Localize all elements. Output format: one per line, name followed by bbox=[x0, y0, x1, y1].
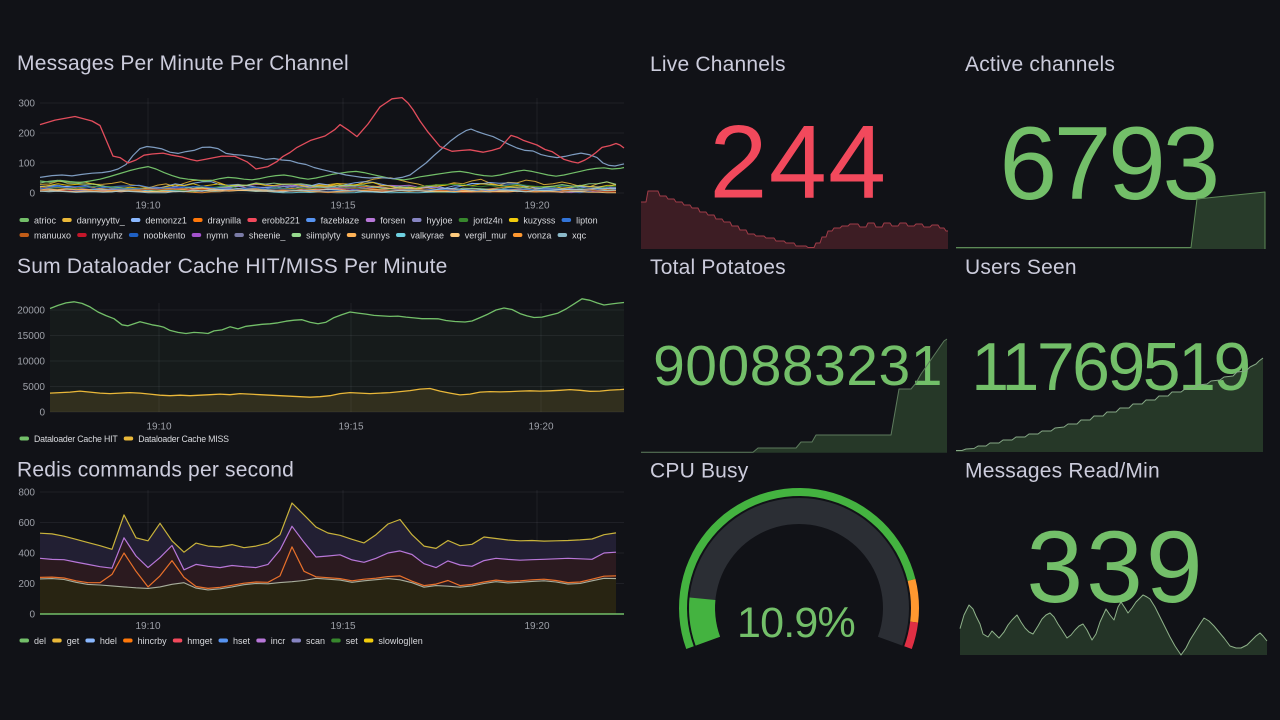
svg-text:vergil_mur: vergil_mur bbox=[465, 230, 507, 240]
svg-text:noobkento: noobkento bbox=[143, 230, 185, 240]
svg-text:Redis commands per second: Redis commands per second bbox=[17, 459, 294, 482]
svg-text:15000: 15000 bbox=[17, 331, 45, 342]
svg-text:Active channels: Active channels bbox=[965, 53, 1115, 76]
svg-text:300: 300 bbox=[18, 99, 35, 110]
svg-text:del: del bbox=[34, 636, 46, 646]
svg-text:fazeblaze: fazeblaze bbox=[321, 215, 360, 225]
svg-text:sunnys: sunnys bbox=[361, 230, 390, 240]
svg-text:vonza: vonza bbox=[527, 230, 551, 240]
svg-text:19:10: 19:10 bbox=[135, 201, 160, 212]
svg-text:19:10: 19:10 bbox=[135, 621, 160, 632]
svg-text:jordz4n: jordz4n bbox=[472, 215, 503, 225]
svg-text:hdel: hdel bbox=[100, 636, 117, 646]
svg-text:200: 200 bbox=[18, 129, 35, 140]
svg-text:600: 600 bbox=[18, 518, 35, 529]
svg-text:Total Potatoes: Total Potatoes bbox=[650, 256, 786, 279]
svg-text:19:15: 19:15 bbox=[338, 422, 363, 433]
svg-text:scan: scan bbox=[306, 636, 325, 646]
svg-text:11769519: 11769519 bbox=[971, 329, 1249, 405]
svg-text:nymn: nymn bbox=[206, 230, 228, 240]
svg-text:kuzysss: kuzysss bbox=[523, 215, 556, 225]
svg-text:slowlog|len: slowlog|len bbox=[378, 636, 422, 646]
svg-text:get: get bbox=[67, 636, 80, 646]
svg-text:Dataloader Cache MISS: Dataloader Cache MISS bbox=[138, 434, 229, 444]
svg-text:xqc: xqc bbox=[572, 230, 587, 240]
svg-text:19:15: 19:15 bbox=[330, 201, 355, 212]
svg-text:0: 0 bbox=[29, 189, 35, 200]
svg-text:19:10: 19:10 bbox=[146, 422, 171, 433]
svg-text:draynilla: draynilla bbox=[208, 215, 242, 225]
svg-text:100: 100 bbox=[18, 159, 35, 170]
svg-text:siimplyty: siimplyty bbox=[306, 230, 341, 240]
svg-text:hmget: hmget bbox=[187, 636, 213, 646]
svg-text:5000: 5000 bbox=[23, 382, 46, 393]
svg-text:339: 339 bbox=[1026, 510, 1205, 624]
svg-text:10000: 10000 bbox=[17, 357, 45, 368]
svg-text:incr: incr bbox=[271, 636, 286, 646]
svg-text:lipton: lipton bbox=[576, 215, 598, 225]
svg-text:hyyjoe: hyyjoe bbox=[427, 215, 453, 225]
svg-text:Users Seen: Users Seen bbox=[965, 256, 1077, 279]
svg-text:20000: 20000 bbox=[17, 306, 45, 317]
svg-text:800: 800 bbox=[18, 488, 35, 499]
svg-text:forsen: forsen bbox=[380, 215, 405, 225]
svg-text:dannyyyttv_: dannyyyttv_ bbox=[77, 215, 126, 225]
svg-text:10.9%: 10.9% bbox=[737, 599, 855, 647]
svg-text:200: 200 bbox=[18, 579, 35, 590]
svg-text:demonzz1: demonzz1 bbox=[145, 215, 187, 225]
svg-text:6793: 6793 bbox=[999, 106, 1216, 222]
svg-text:set: set bbox=[346, 636, 359, 646]
svg-text:19:15: 19:15 bbox=[330, 621, 355, 632]
svg-text:900883231: 900883231 bbox=[653, 334, 943, 398]
svg-text:400: 400 bbox=[18, 549, 35, 560]
svg-text:0: 0 bbox=[39, 408, 45, 419]
svg-text:atrioc: atrioc bbox=[34, 215, 57, 225]
svg-text:Sum Dataloader Cache HIT/MISS: Sum Dataloader Cache HIT/MISS Per Minute bbox=[17, 255, 448, 278]
svg-text:erobb221: erobb221 bbox=[262, 215, 300, 225]
svg-text:hincrby: hincrby bbox=[138, 636, 168, 646]
svg-text:19:20: 19:20 bbox=[524, 201, 549, 212]
svg-text:manuuxo: manuuxo bbox=[34, 230, 71, 240]
svg-text:19:20: 19:20 bbox=[524, 621, 549, 632]
svg-text:myyuhz: myyuhz bbox=[92, 230, 124, 240]
svg-text:244: 244 bbox=[709, 105, 887, 221]
svg-text:0: 0 bbox=[29, 610, 35, 621]
svg-text:sheenie_: sheenie_ bbox=[249, 230, 287, 240]
svg-text:Messages Read/Min: Messages Read/Min bbox=[965, 460, 1160, 483]
svg-text:Messages Per Minute Per Channe: Messages Per Minute Per Channel bbox=[17, 52, 349, 75]
svg-text:valkyrae: valkyrae bbox=[411, 230, 445, 240]
svg-text:CPU Busy: CPU Busy bbox=[650, 460, 749, 483]
svg-text:19:20: 19:20 bbox=[528, 422, 553, 433]
svg-text:Dataloader Cache HIT: Dataloader Cache HIT bbox=[34, 434, 118, 444]
svg-text:hset: hset bbox=[233, 636, 251, 646]
svg-text:Live Channels: Live Channels bbox=[650, 53, 786, 76]
